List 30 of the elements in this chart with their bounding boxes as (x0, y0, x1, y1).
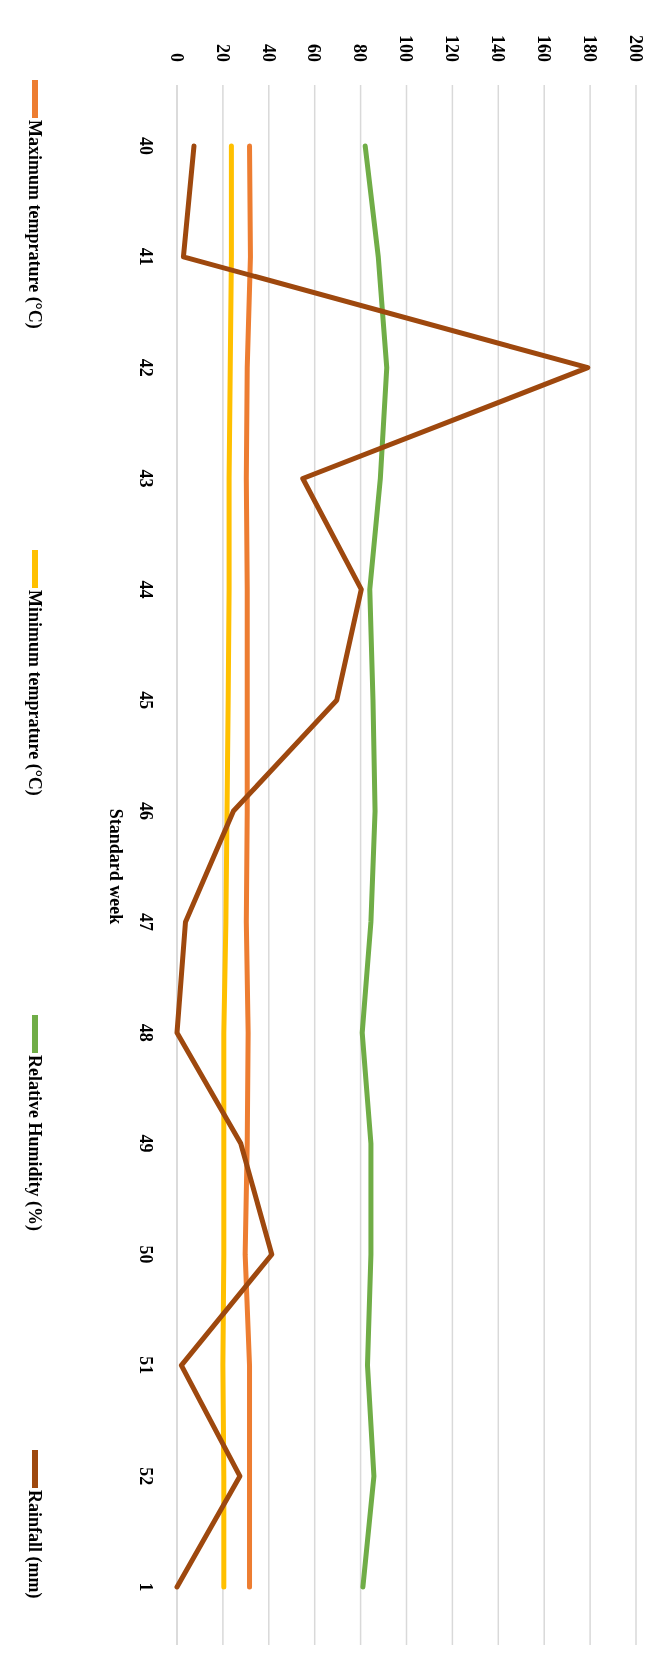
y-tick-label: 49 (135, 1134, 156, 1153)
x-tick-label: 80 (350, 44, 371, 62)
legend-label: Minimum temprature (°C) (23, 590, 45, 796)
y-tick-label: 52 (135, 1467, 156, 1486)
y-tick-label: 50 (135, 1245, 156, 1264)
y-tick-label: 47 (135, 912, 156, 931)
x-tick-label: 200 (625, 35, 646, 62)
y-tick-label: 42 (135, 358, 156, 377)
y-axis-title: Standard week (105, 808, 126, 925)
y-tick-label: 1 (135, 1582, 156, 1592)
y-tick-label: 48 (135, 1023, 156, 1042)
legend-label: Rainfall (mm) (23, 1490, 45, 1599)
y-tick-label: 45 (135, 691, 156, 710)
x-tick-label: 20 (212, 44, 233, 62)
y-tick-label: 46 (135, 802, 156, 821)
y-tick-label: 41 (135, 247, 156, 266)
y-tick-label: 51 (135, 1356, 156, 1375)
y-tick-label: 43 (135, 469, 156, 488)
legend-label: Maximum temprature (°C) (23, 120, 45, 329)
x-tick-label: 40 (258, 44, 279, 62)
x-tick-label: 180 (579, 35, 600, 62)
y-tick-label: 44 (135, 580, 156, 599)
x-tick-label: 160 (533, 35, 554, 62)
x-tick-label: 140 (488, 35, 508, 62)
legend-label: Relative Humidity (%) (23, 1055, 45, 1231)
x-tick-label: 0 (166, 53, 187, 62)
x-tick-label: 60 (304, 44, 325, 62)
x-tick-label: 100 (396, 35, 417, 62)
x-tick-label: 120 (442, 35, 463, 62)
y-tick-label: 40 (135, 137, 156, 155)
